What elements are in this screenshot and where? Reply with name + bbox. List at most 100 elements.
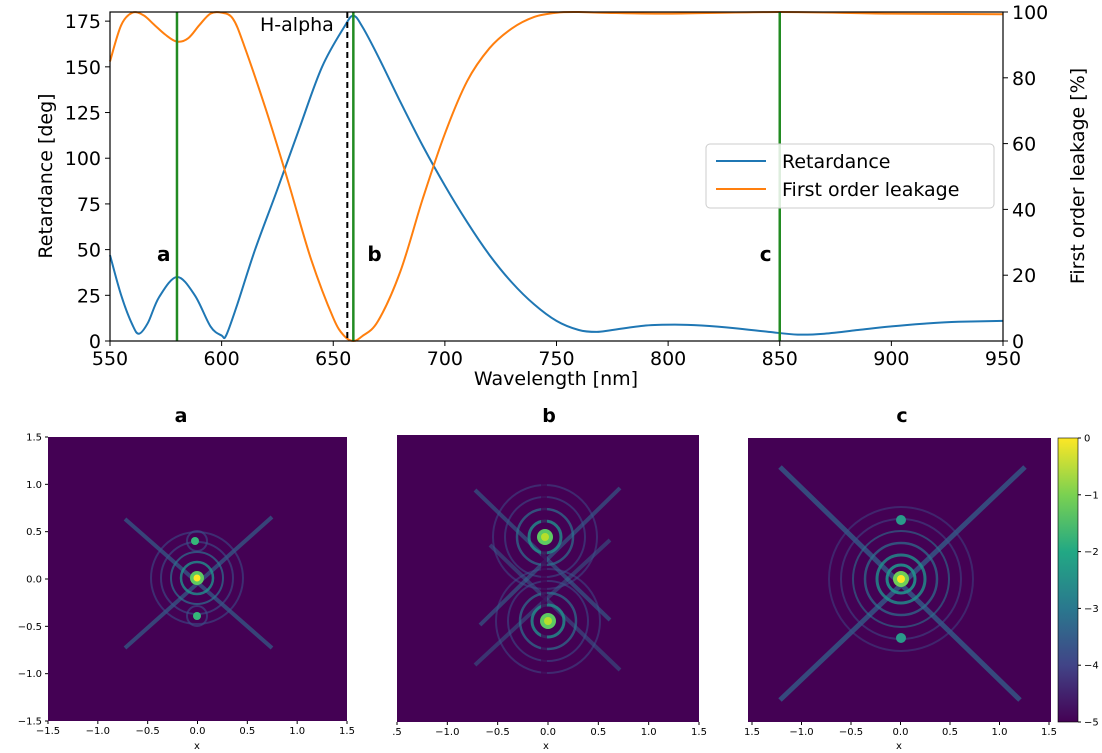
y-tick-label: 50 [77,240,101,262]
colorbar-tick-label: 0 [1084,434,1090,445]
x-tick-labels: 550 600 650 700 750 800 850 900 950 [92,341,1021,370]
panel-c-x-tick-labels: 1.5 −1.0 −0.5 0.0 0.5 1.0 1.5 [744,722,1057,738]
y-tick-label: −1.0 [18,669,42,680]
x-tick-label: 600 [203,348,239,370]
panel-b-x-label: x [543,741,549,752]
panel-b-ring [530,603,566,639]
x-tick-label: 650 [315,348,351,370]
colorbar-tick-label: −5 [1084,718,1099,729]
left-y-tick-labels: 0 25 50 75 100 125 150 175 [65,11,110,353]
left-y-axis-label: Retardance [deg] [35,93,57,258]
retardance-leakage-chart: 550 600 650 700 750 800 850 900 950 025507510012… [35,2,1089,390]
panel-b-x-tick-labels: .5 −1.0 −0.5 0.0 0.5 1.0 1.5 [392,722,707,738]
x-tick-label: 0.0 [893,727,909,738]
x-tick-label: 1.5 [339,726,355,737]
x-tick-label: 550 [92,348,128,370]
y2-tick-label: 40 [1012,199,1036,221]
x-axis-label: Wavelength [nm] [474,368,638,390]
panel-a-y-tick-labels: −1.5 −1.0 −0.5 0.0 0.5 1.0 1.5 [18,433,48,728]
y-tick-label: 175 [65,11,101,33]
marker-label-c: c [760,242,772,266]
marker-label-b: b [367,242,381,266]
panel-b-ring [507,580,589,662]
panel-b-ring [518,591,578,651]
y-tick-label: 125 [65,103,101,125]
panel-b-upper-spot [541,533,549,541]
panel-b-ring [495,568,601,674]
x-tick-label: 1.0 [992,727,1008,738]
x-tick-label: .5 [392,727,402,738]
x-tick-label: 0.0 [190,726,206,737]
panel-b-image [397,435,699,722]
legend-label-retardance: Retardance [782,151,891,173]
y-tick-label: 0 [89,331,101,353]
colorbar-tick-label: −3 [1084,604,1099,615]
x-tick-label: −1.0 [86,726,110,737]
x-tick-label: 1.5 [1041,727,1057,738]
y2-tick-label: 20 [1012,265,1036,287]
h-alpha-label: H-alpha [260,14,334,36]
x-tick-label: 1.0 [289,726,305,737]
x-tick-label: 0.5 [239,726,255,737]
x-tick-label: 950 [985,348,1021,370]
panel-b-title: b [542,405,556,427]
panel-b-diffraction-arm [478,486,622,627]
vertical-markers: a b c [157,12,781,341]
panel-c: c 1.5 −1.0 −0.5 0.0 0.5 1.0 1.5 x 0 −1 −2 −3 −4 −5 [744,405,1099,752]
y-tick-label: 0.0 [26,575,42,586]
panel-c-ring [885,563,917,595]
x-tick-label: −0.5 [136,726,160,737]
panel-a-x-label: x [194,741,200,752]
panel-a-x-tick-labels: −1.5 −1.0 −0.5 0.0 0.5 1.0 1.5 [36,721,355,737]
plot-frame [109,11,1004,342]
panel-a-side-spot [191,537,199,545]
x-tick-label: 1.5 [691,727,707,738]
panel-c-title: c [896,405,907,427]
colorbar [1057,437,1079,723]
y-tick-label: 75 [77,194,101,216]
panel-b-split-gap [541,480,547,680]
panel-c-x-label: x [896,741,902,752]
y-tick-label: 100 [65,148,101,170]
x-tick-label: −1.0 [435,727,459,738]
colorbar-tick-label: −2 [1084,547,1099,558]
x-tick-label: 0.5 [942,727,958,738]
legend-box [705,143,995,209]
y-tick-label: −0.5 [18,622,42,633]
panel-a-pattern [123,515,274,650]
y-tick-label: 1.0 [26,480,42,491]
y-tick-label: 25 [77,285,101,307]
colorbar-tick-label: −1 [1084,490,1099,501]
panel-c-ring [852,530,950,628]
y2-tick-label: 80 [1012,68,1036,90]
x-tick-label: −0.5 [839,727,863,738]
x-tick-label: 0.5 [590,727,606,738]
panel-a-ring [186,605,208,627]
panel-a-title: a [175,405,188,427]
y2-tick-label: 0 [1012,331,1024,353]
x-tick-label: −1.5 [36,726,60,737]
x-tick-label: 1.5 [744,727,760,738]
panel-c-ring [875,553,927,605]
panel-c-side-spot [896,633,906,643]
panel-c-pattern [778,465,1027,702]
y-tick-label: −1.5 [18,717,42,728]
panel-b-lower-spot [544,617,552,625]
panel-c-side-spot [896,515,906,525]
y-tick-label: 0.5 [26,527,42,538]
right-y-axis-label: First order leakage [%] [1067,68,1089,284]
colorbar-tick-labels: 0 −1 −2 −3 −4 −5 [1078,434,1099,729]
colorbar-tick-label: −4 [1084,661,1099,672]
x-tick-label: 750 [538,348,574,370]
panel-a-center-spot [193,574,201,582]
panel-c-center-spot [897,575,905,583]
x-tick-label: −0.5 [486,727,510,738]
y-tick-label: 150 [65,57,101,79]
legend: Retardance First order leakage [705,143,995,209]
panel-c-ring [863,541,939,617]
y2-tick-label: 60 [1012,134,1036,156]
legend-label-leakage: First order leakage [782,179,959,201]
x-tick-label: 900 [873,348,909,370]
right-y-tick-labels: 0 20 40 60 80 100 [1003,2,1048,353]
